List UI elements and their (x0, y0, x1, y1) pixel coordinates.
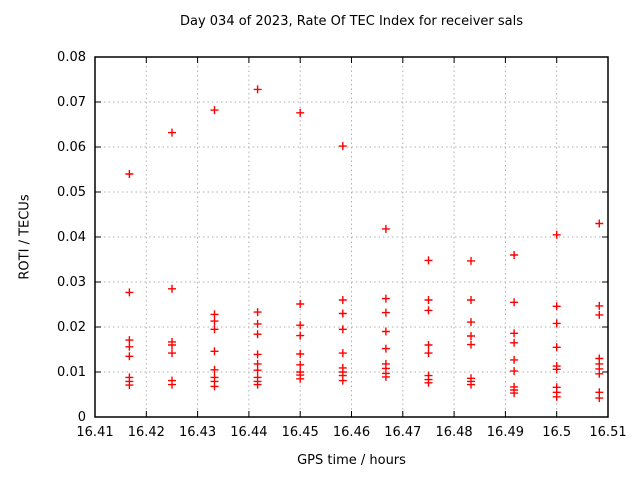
x-tick-label: 16.49 (487, 425, 524, 440)
tick-labels: 16.41 16.42 16.43 16.44 16.45 16.46 16.47 16.48… (57, 50, 627, 440)
x-tick-label: 16.42 (128, 425, 165, 440)
y-tick-label: 0.04 (57, 230, 86, 245)
plot-border (94, 56, 609, 418)
y-tick-label: 0.08 (57, 50, 86, 65)
y-tick-label: 0.07 (57, 95, 86, 110)
y-tick-label: 0.01 (57, 365, 86, 380)
y-tick-label: 0 (78, 410, 86, 425)
x-tick-label: 16.44 (230, 425, 267, 440)
data-points (125, 85, 604, 403)
y-tick-label: 0.05 (57, 185, 86, 200)
x-tick-label: 16.51 (589, 425, 626, 440)
x-tick-label: 16.5 (542, 425, 571, 440)
x-tick-label: 16.45 (282, 425, 319, 440)
x-tick-label: 16.43 (179, 425, 216, 440)
x-axis-label: GPS time / hours (297, 453, 406, 468)
grid-lines (95, 57, 608, 417)
chart-title: Day 034 of 2023, Rate Of TEC Index for r… (179, 14, 524, 29)
x-tick-label: 16.41 (76, 425, 113, 440)
y-tick-label: 0.03 (57, 275, 86, 290)
x-tick-label: 16.46 (333, 425, 370, 440)
y-tick-label: 0.06 (57, 140, 86, 155)
x-tick-label: 16.48 (435, 425, 472, 440)
y-tick-label: 0.02 (57, 320, 86, 335)
x-tick-label: 16.47 (384, 425, 421, 440)
